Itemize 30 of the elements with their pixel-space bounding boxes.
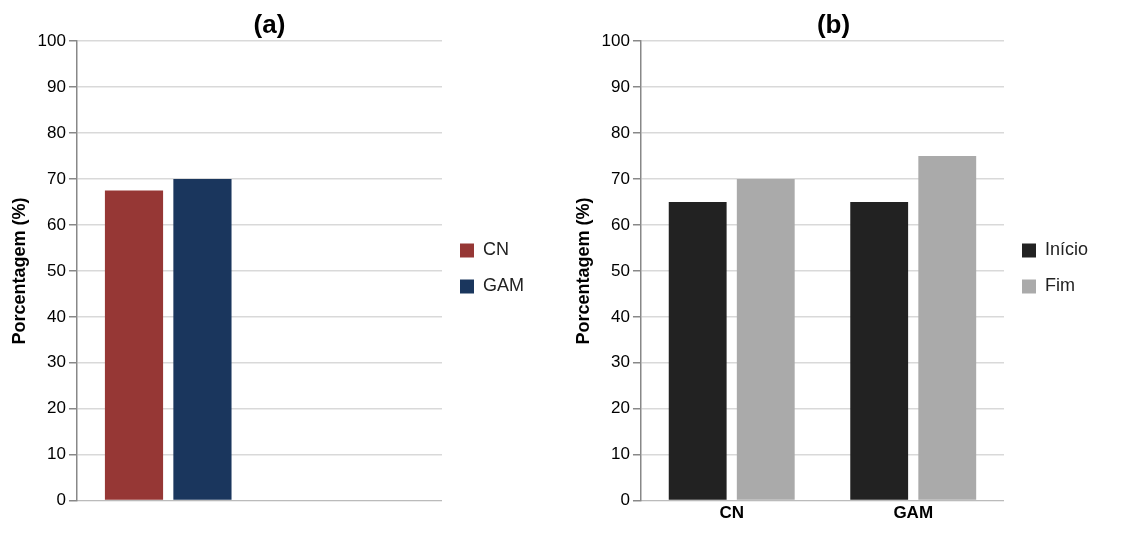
y-tick-label: 90 xyxy=(611,76,630,96)
legend-label: Fim xyxy=(1044,275,1075,296)
y-tick-label: 0 xyxy=(56,490,66,510)
y-tick-label: 0 xyxy=(620,490,630,510)
y-axis-title: Porcentagem (%) xyxy=(8,197,29,345)
y-tick-label: 100 xyxy=(37,30,66,50)
y-tick-label: 80 xyxy=(47,122,66,142)
legend-label: CN xyxy=(483,239,509,260)
y-axis-title: Porcentagem (%) xyxy=(572,197,593,345)
y-tick-label: 70 xyxy=(611,168,630,188)
y-tick-label: 60 xyxy=(47,214,66,234)
y-tick-label: 10 xyxy=(47,444,66,464)
y-tick-label: 30 xyxy=(47,352,66,372)
y-tick-label: 40 xyxy=(611,306,630,326)
y-tick-label: 10 xyxy=(611,444,630,464)
y-tick-label: 50 xyxy=(611,260,630,280)
chart-title: (b) xyxy=(816,8,851,39)
y-tick-label: 60 xyxy=(611,214,630,234)
y-tick-label: 50 xyxy=(47,260,66,280)
y-tick-label: 30 xyxy=(611,352,630,372)
y-tick-label: 80 xyxy=(611,122,630,142)
legend-label: GAM xyxy=(483,275,525,296)
y-tick-label: 70 xyxy=(47,168,66,188)
y-tick-label: 90 xyxy=(47,76,66,96)
y-tick-label: 100 xyxy=(601,30,630,50)
y-tick-label: 20 xyxy=(611,398,630,418)
y-tick-label: 20 xyxy=(47,398,66,418)
chart-title: (a) xyxy=(253,8,286,39)
legend-label: Início xyxy=(1044,239,1089,260)
y-tick-label: 40 xyxy=(47,306,66,326)
